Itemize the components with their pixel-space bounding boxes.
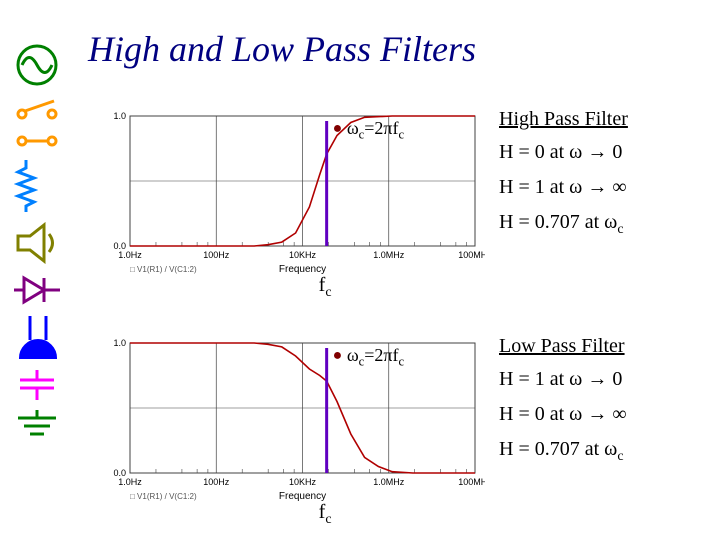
- svg-text:100MHz: 100MHz: [458, 477, 485, 487]
- fc-label: fc: [319, 501, 332, 528]
- hp-eq3: H = 0.707 at ωc: [499, 211, 709, 238]
- lowpass-title: Low Pass Filter: [499, 335, 709, 358]
- omega-annot: ● ωc=2πfc: [333, 345, 404, 370]
- switch-open-icon: [14, 98, 60, 122]
- svg-text:1.0: 1.0: [113, 338, 126, 348]
- lp-eq1: H = 1 at ω → 0: [499, 368, 709, 391]
- svg-text:1.0MHz: 1.0MHz: [373, 477, 405, 487]
- svg-text:1.0MHz: 1.0MHz: [373, 250, 405, 260]
- capacitor-icon: [14, 370, 60, 400]
- hp-eq1: H = 0 at ω → 0: [499, 141, 709, 164]
- diode-icon: [14, 274, 60, 306]
- resistor-icon: [14, 160, 38, 212]
- svg-text:0.0: 0.0: [113, 468, 126, 478]
- svg-text:10KHz: 10KHz: [289, 250, 317, 260]
- svg-text:1.0: 1.0: [113, 111, 126, 121]
- lowpass-text: Low Pass Filter H = 1 at ω → 0 H = 0 at …: [499, 335, 709, 465]
- fc-label: fc: [319, 274, 332, 301]
- svg-text:10KHz: 10KHz: [289, 477, 317, 487]
- sine-icon: [14, 42, 60, 88]
- hp-eq2: H = 1 at ω → ∞: [499, 176, 709, 199]
- omega-annot: ● ωc=2πfc: [333, 118, 404, 143]
- svg-text:0.0: 0.0: [113, 241, 126, 251]
- svg-text:□ V1(R1) / V(C1:2): □ V1(R1) / V(C1:2): [130, 492, 197, 501]
- svg-text:100Hz: 100Hz: [203, 250, 230, 260]
- page-title: High and Low Pass Filters: [88, 28, 476, 70]
- svg-text:1.0Hz: 1.0Hz: [118, 250, 142, 260]
- svg-text:□ V1(R1) / V(C1:2): □ V1(R1) / V(C1:2): [130, 265, 197, 274]
- svg-text:100MHz: 100MHz: [458, 250, 485, 260]
- transistor-icon: [14, 316, 60, 360]
- speaker-icon: [14, 222, 60, 264]
- highpass-title: High Pass Filter: [499, 108, 709, 131]
- highpass-chart: 1.0Hz100Hz10KHz1.0MHz100MHz0.01.0Frequen…: [100, 108, 485, 278]
- ground-icon: [14, 410, 60, 440]
- icon-column: [14, 42, 64, 440]
- lowpass-chart: 1.0Hz100Hz10KHz1.0MHz100MHz0.01.0Frequen…: [100, 335, 485, 505]
- svg-text:1.0Hz: 1.0Hz: [118, 477, 142, 487]
- lp-eq2: H = 0 at ω → ∞: [499, 403, 709, 426]
- svg-text:100Hz: 100Hz: [203, 477, 230, 487]
- switch-closed-icon: [14, 132, 60, 150]
- lp-eq3: H = 0.707 at ωc: [499, 438, 709, 465]
- highpass-text: High Pass Filter H = 0 at ω → 0 H = 1 at…: [499, 108, 709, 238]
